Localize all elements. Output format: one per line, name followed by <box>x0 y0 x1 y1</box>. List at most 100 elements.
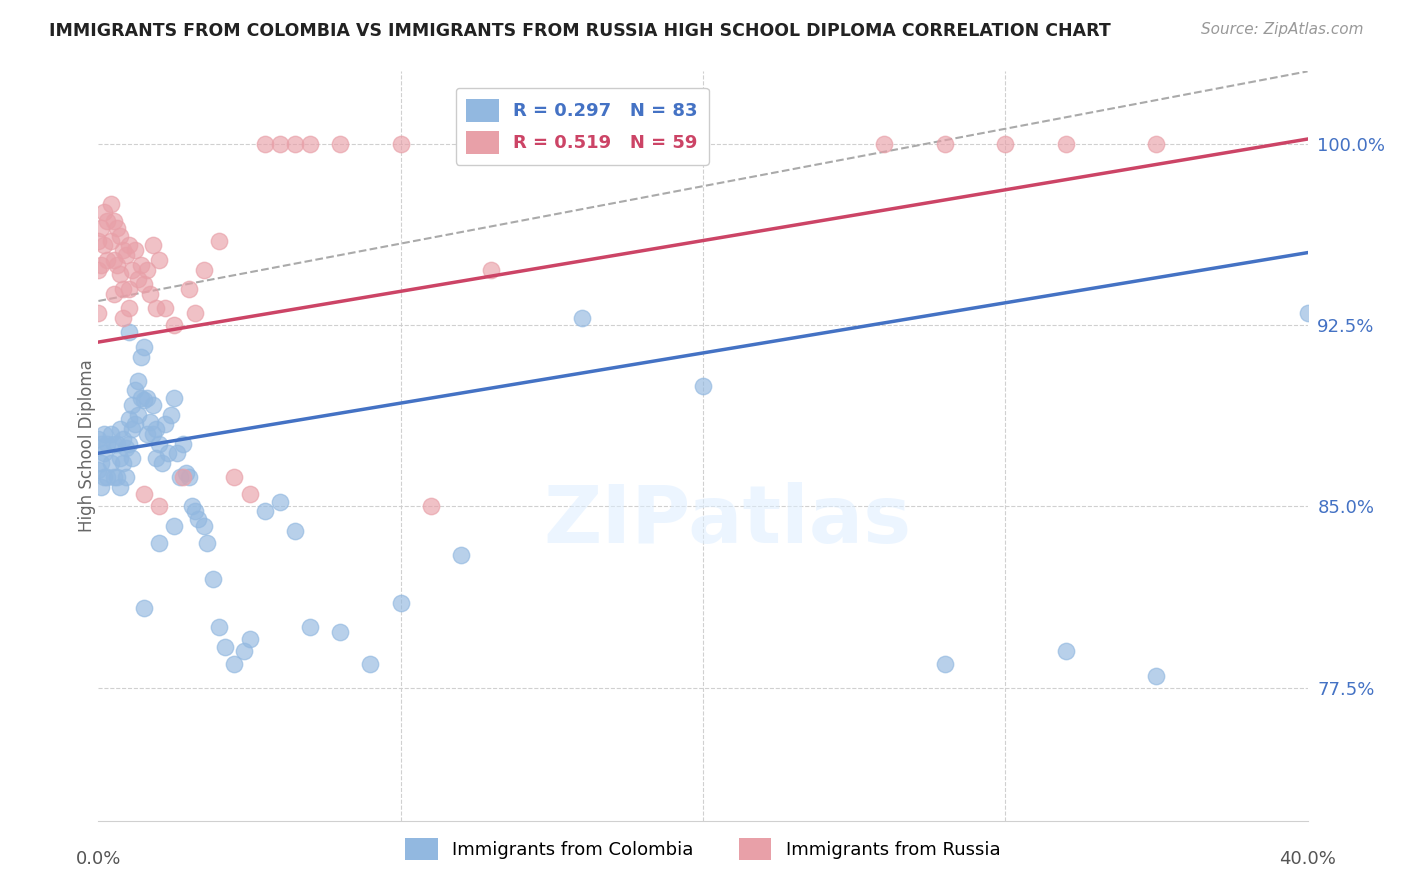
Point <box>181 500 204 514</box>
Point <box>193 262 215 277</box>
Point <box>90 258 112 272</box>
Point <box>299 136 322 151</box>
Point <box>132 487 155 501</box>
Point <box>142 426 165 441</box>
Point <box>873 136 896 151</box>
Point <box>166 446 188 460</box>
Point <box>253 136 276 151</box>
Point <box>87 306 110 320</box>
Point <box>118 282 141 296</box>
Point <box>224 657 246 671</box>
Point <box>148 500 170 514</box>
Point <box>163 318 186 333</box>
Point <box>187 511 209 525</box>
Point <box>239 632 262 647</box>
Point <box>129 391 152 405</box>
Point <box>172 436 194 450</box>
Point <box>105 221 128 235</box>
Point <box>132 393 155 408</box>
Point <box>132 340 155 354</box>
Point <box>111 244 134 258</box>
Point <box>100 234 122 248</box>
Point <box>93 446 115 460</box>
Point <box>129 350 152 364</box>
Point <box>160 408 183 422</box>
Point <box>111 310 134 325</box>
Point <box>132 277 155 291</box>
Point <box>114 470 136 484</box>
Point <box>1144 668 1167 682</box>
Point <box>118 436 141 450</box>
Point <box>103 286 125 301</box>
Point <box>132 601 155 615</box>
Point <box>329 625 352 640</box>
Point <box>100 456 122 470</box>
Point <box>994 136 1017 151</box>
Point <box>145 422 167 436</box>
Point <box>103 436 125 450</box>
Point <box>481 262 503 277</box>
Point <box>1054 136 1077 151</box>
Point <box>148 535 170 549</box>
Point <box>121 262 143 277</box>
Legend: R = 0.297   N = 83, R = 0.519   N = 59: R = 0.297 N = 83, R = 0.519 N = 59 <box>456 88 709 165</box>
Point <box>87 432 110 446</box>
Point <box>127 374 149 388</box>
Point <box>93 238 115 252</box>
Point <box>1296 306 1319 320</box>
Point <box>103 470 125 484</box>
Point <box>124 244 146 258</box>
Point <box>135 262 157 277</box>
Point <box>100 197 122 211</box>
Point <box>329 136 352 151</box>
Point <box>1144 136 1167 151</box>
Point <box>124 417 146 432</box>
Point <box>202 572 225 586</box>
Point <box>360 657 382 671</box>
Point <box>118 412 141 426</box>
Point <box>108 268 131 282</box>
Point <box>111 456 134 470</box>
Point <box>139 286 162 301</box>
Point <box>163 518 186 533</box>
Point <box>179 470 201 484</box>
Point <box>111 282 134 296</box>
Point <box>163 391 186 405</box>
Point <box>195 535 218 549</box>
Point <box>121 398 143 412</box>
Y-axis label: High School Diploma: High School Diploma <box>79 359 96 533</box>
Point <box>934 657 956 671</box>
Point <box>103 214 125 228</box>
Point <box>114 442 136 456</box>
Point <box>450 548 472 562</box>
Point <box>108 480 131 494</box>
Point <box>389 136 412 151</box>
Text: IMMIGRANTS FROM COLOMBIA VS IMMIGRANTS FROM RUSSIA HIGH SCHOOL DIPLOMA CORRELATI: IMMIGRANTS FROM COLOMBIA VS IMMIGRANTS F… <box>49 22 1111 40</box>
Point <box>269 136 291 151</box>
Point <box>96 436 118 450</box>
Point <box>145 301 167 316</box>
Point <box>96 470 118 484</box>
Point <box>118 301 141 316</box>
Text: Source: ZipAtlas.com: Source: ZipAtlas.com <box>1201 22 1364 37</box>
Point <box>934 136 956 151</box>
Point <box>184 306 207 320</box>
Point <box>145 451 167 466</box>
Point <box>105 258 128 272</box>
Point <box>150 456 173 470</box>
Point <box>571 310 593 325</box>
Point <box>208 620 231 634</box>
Point <box>208 234 231 248</box>
Point <box>153 301 176 316</box>
Point <box>103 252 125 267</box>
Point <box>224 470 246 484</box>
Point <box>284 136 307 151</box>
Point <box>692 378 714 392</box>
Text: 40.0%: 40.0% <box>1279 850 1336 868</box>
Point <box>90 456 112 470</box>
Point <box>284 524 307 538</box>
Point <box>232 644 254 658</box>
Point <box>135 391 157 405</box>
Point <box>1054 644 1077 658</box>
Point <box>142 398 165 412</box>
